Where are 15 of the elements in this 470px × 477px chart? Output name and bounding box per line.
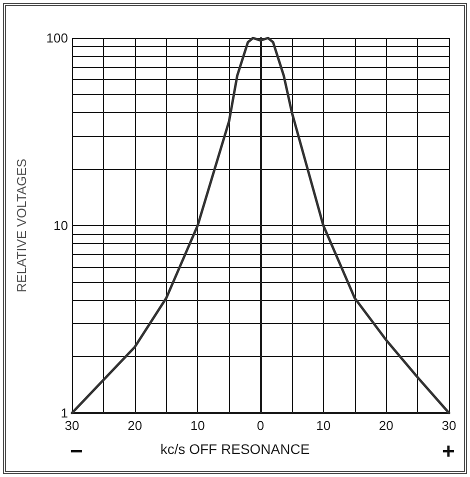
x-tick-label: 30 [64,418,80,433]
y-tick-label: 100 [46,30,68,46]
text: + [442,438,455,464]
text: − [70,438,83,464]
x-tick-label: 10 [190,418,205,433]
x-tick-label: 20 [378,418,394,433]
x-axis-title: kc/s OFF RESONANCE [160,441,310,457]
x-tick-label: 30 [442,418,456,433]
y-axis-title: RELATIVE VOLTAGES [14,158,29,292]
line-series [70,36,450,414]
x-tick-label: 0 [256,418,264,433]
x-tick-label: 20 [128,418,142,433]
x-tick-label: 10 [316,418,331,433]
y-tick-label: 1 [60,406,68,420]
y-tick-label: 10 [54,218,68,233]
